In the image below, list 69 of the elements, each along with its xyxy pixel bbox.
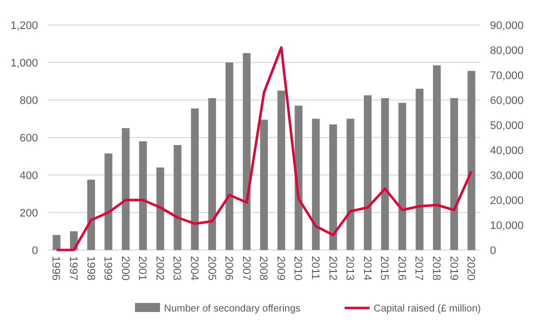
y2-tick-label: 90,000 xyxy=(490,20,524,32)
y2-tick-label: 60,000 xyxy=(490,94,524,107)
bar xyxy=(364,95,372,250)
line-series xyxy=(55,46,473,252)
bar xyxy=(432,65,441,250)
bar xyxy=(416,88,424,250)
x-tick-label: 2017 xyxy=(412,256,425,280)
bar xyxy=(329,124,338,250)
x-tick-label: 2012 xyxy=(326,256,338,280)
y2-tick-label: 50,000 xyxy=(490,120,524,132)
bar xyxy=(277,90,286,250)
y-tick-label: 400 xyxy=(20,170,38,182)
legend-label: Number of secondary offerings xyxy=(164,304,301,314)
x-tick-label: 1998 xyxy=(84,256,96,280)
bar xyxy=(312,118,320,250)
bar xyxy=(174,145,182,250)
bar xyxy=(260,120,268,250)
bar xyxy=(190,108,199,250)
bar xyxy=(139,141,147,250)
bar xyxy=(346,118,354,250)
y-tick-label: 800 xyxy=(20,94,38,107)
x-tick-label: 2001 xyxy=(136,256,148,280)
x-tick-label: 1999 xyxy=(102,256,114,280)
x-tick-label: 2007 xyxy=(240,256,252,280)
x-tick-label: 2018 xyxy=(430,256,442,280)
x-tick-label: 2011 xyxy=(309,256,322,280)
bar xyxy=(52,235,60,250)
y2-tick-label: 20,000 xyxy=(490,194,524,207)
x-tick-label: 2008 xyxy=(257,256,270,280)
x-tick-label: 1997 xyxy=(66,256,79,280)
x-tick-label: 2020 xyxy=(464,256,477,280)
bar xyxy=(381,98,389,250)
y-tick-label: 1,200 xyxy=(10,20,38,32)
x-tick-label: 1996 xyxy=(50,256,62,280)
bar xyxy=(294,106,302,250)
x-tick-label: 2004 xyxy=(188,256,200,280)
bar xyxy=(468,70,476,250)
bar xyxy=(242,53,251,250)
bar xyxy=(104,153,112,250)
x-tick-label: 2009 xyxy=(274,256,286,280)
x-tick-label: 2006 xyxy=(222,256,235,280)
y2-tick-label: 10,000 xyxy=(490,220,524,232)
x-tick-label: 2003 xyxy=(170,256,183,280)
y2-tick-label: 0 xyxy=(490,244,496,257)
x-tick-label: 2000 xyxy=(118,256,131,280)
bar xyxy=(156,168,164,250)
x-tick-label: 2014 xyxy=(360,256,373,280)
x-tick-label: 2016 xyxy=(395,256,408,280)
x-tick-label: 2002 xyxy=(153,256,166,280)
bar xyxy=(122,128,130,250)
x-tick-label: 2015 xyxy=(378,256,390,280)
x-tick-label: 2005 xyxy=(205,256,218,280)
bar xyxy=(226,62,234,250)
legend-label: Capital raised (£ million) xyxy=(374,304,481,314)
bar xyxy=(398,102,406,250)
y2-tick-label: 80,000 xyxy=(490,44,524,57)
y2-tick-label: 40,000 xyxy=(490,144,524,157)
y-tick-label: 1,000 xyxy=(10,57,38,70)
x-tick-label: 2019 xyxy=(447,256,460,280)
x-tick-label: 2010 xyxy=(292,256,304,280)
y-tick-label: 600 xyxy=(20,132,38,144)
x-tick-label: 2013 xyxy=(344,256,356,280)
bar xyxy=(450,98,458,250)
y2-tick-label: 70,000 xyxy=(490,70,524,82)
bar xyxy=(87,180,96,250)
y-tick-label: 0 xyxy=(32,244,38,257)
bar xyxy=(208,98,216,250)
y2-tick-label: 30,000 xyxy=(490,170,524,182)
y-tick-label: 200 xyxy=(20,207,38,220)
